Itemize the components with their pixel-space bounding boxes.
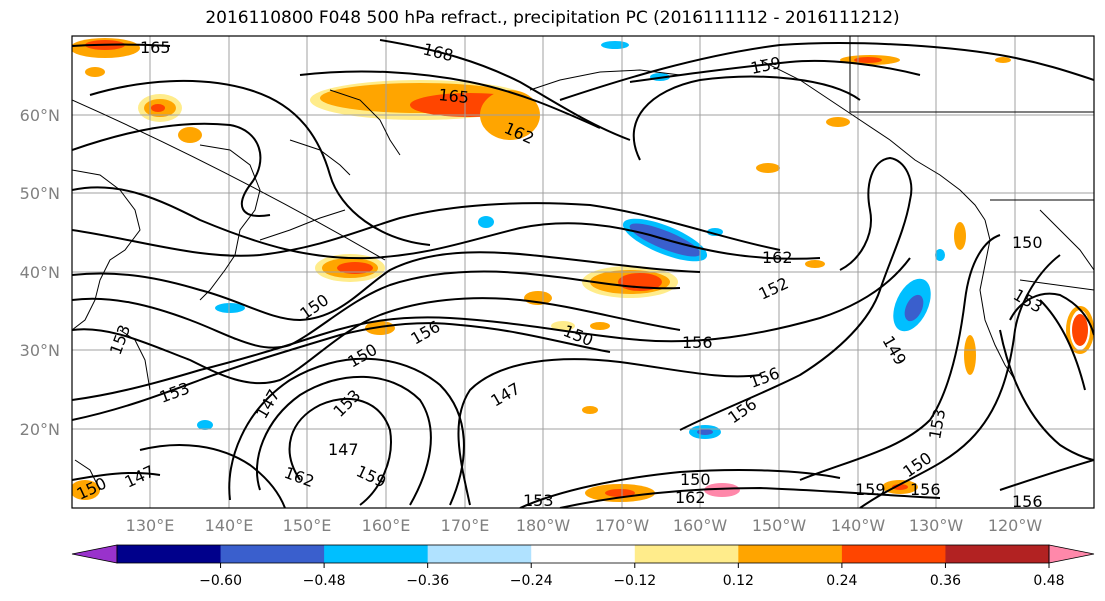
colorbar-tick-label: −0.24: [510, 573, 553, 589]
lon-label: 120°W: [988, 516, 1043, 535]
lat-label: 50°N: [20, 184, 60, 203]
lon-label: 150°E: [283, 516, 332, 535]
colorbar-tick-label: −0.12: [613, 573, 656, 589]
colorbar-ticks: −0.60 −0.48 −0.36 −0.24 −0.12 0.12 0.24 0.36 0.4…: [199, 563, 1065, 589]
lon-label: 160°W: [673, 516, 728, 535]
latitude-labels: 60°N 50°N 40°N 30°N 20°N: [20, 106, 60, 439]
lon-label: 170°E: [441, 516, 490, 535]
colorbar-tick-label: 0.36: [930, 573, 961, 589]
colorbar-extend-high: [1048, 544, 1095, 564]
contour-label: 159: [855, 480, 886, 499]
lon-label: 160°E: [362, 516, 411, 535]
contour-label: 153: [523, 491, 554, 510]
contour-label: 150: [680, 470, 711, 489]
contour-label: 156: [1012, 492, 1043, 511]
lon-label: 170°W: [595, 516, 650, 535]
lat-label: 30°N: [20, 341, 60, 360]
lon-label: 130°E: [126, 516, 175, 535]
colorbar-tick-label: −0.36: [406, 573, 449, 589]
colorbar-extend-low: [71, 544, 118, 564]
colorbar-segment: [945, 545, 1050, 563]
lon-label: 150°W: [752, 516, 807, 535]
lat-label: 60°N: [20, 106, 60, 125]
contour-label: 162: [675, 488, 706, 507]
colorbar-segment: [220, 545, 325, 563]
colorbar-tick-label: −0.60: [199, 573, 242, 589]
colorbar-segment: [634, 545, 739, 563]
lon-label: 130°W: [909, 516, 964, 535]
contour-label: 165: [140, 38, 171, 57]
colorbar: −0.60 −0.48 −0.36 −0.24 −0.12 0.12 0.24 0.36 0.4…: [71, 544, 1095, 589]
lat-label: 40°N: [20, 263, 60, 282]
map-frame: [71, 35, 1095, 509]
colorbar-segment: [841, 545, 946, 563]
colorbar-segment: [531, 545, 636, 563]
contour-label: 147: [328, 440, 359, 459]
lon-label: 140°E: [205, 516, 254, 535]
lon-label: 180°W: [516, 516, 571, 535]
map-title: 2016110800 F048 500 hPa refract., precip…: [205, 8, 900, 28]
colorbar-tick-label: −0.48: [303, 573, 346, 589]
colorbar-tick-label: 0.24: [826, 573, 857, 589]
colorbar-segment: [427, 545, 532, 563]
colorbar-segment: [324, 545, 429, 563]
contour-label: 162: [762, 248, 793, 267]
refract-contours: [72, 39, 1094, 508]
colorbar-segments: [71, 544, 1095, 564]
colorbar-tick-label: 0.12: [723, 573, 754, 589]
lon-label: 140°W: [831, 516, 886, 535]
contour-label: 156: [910, 480, 941, 499]
lat-label: 20°N: [20, 420, 60, 439]
colorbar-segment: [117, 545, 222, 563]
contour-label: 150: [1012, 233, 1043, 252]
map-panel: [72, 36, 1094, 508]
colorbar-frame: [116, 544, 1050, 564]
colorbar-tick-label: 0.48: [1033, 573, 1064, 589]
longitude-labels: 130°E 140°E 150°E 160°E 170°E 180°W 170°…: [126, 516, 1043, 535]
contour-label: 165: [438, 85, 470, 107]
contour-label: 156: [682, 333, 713, 352]
colorbar-segment: [738, 545, 843, 563]
